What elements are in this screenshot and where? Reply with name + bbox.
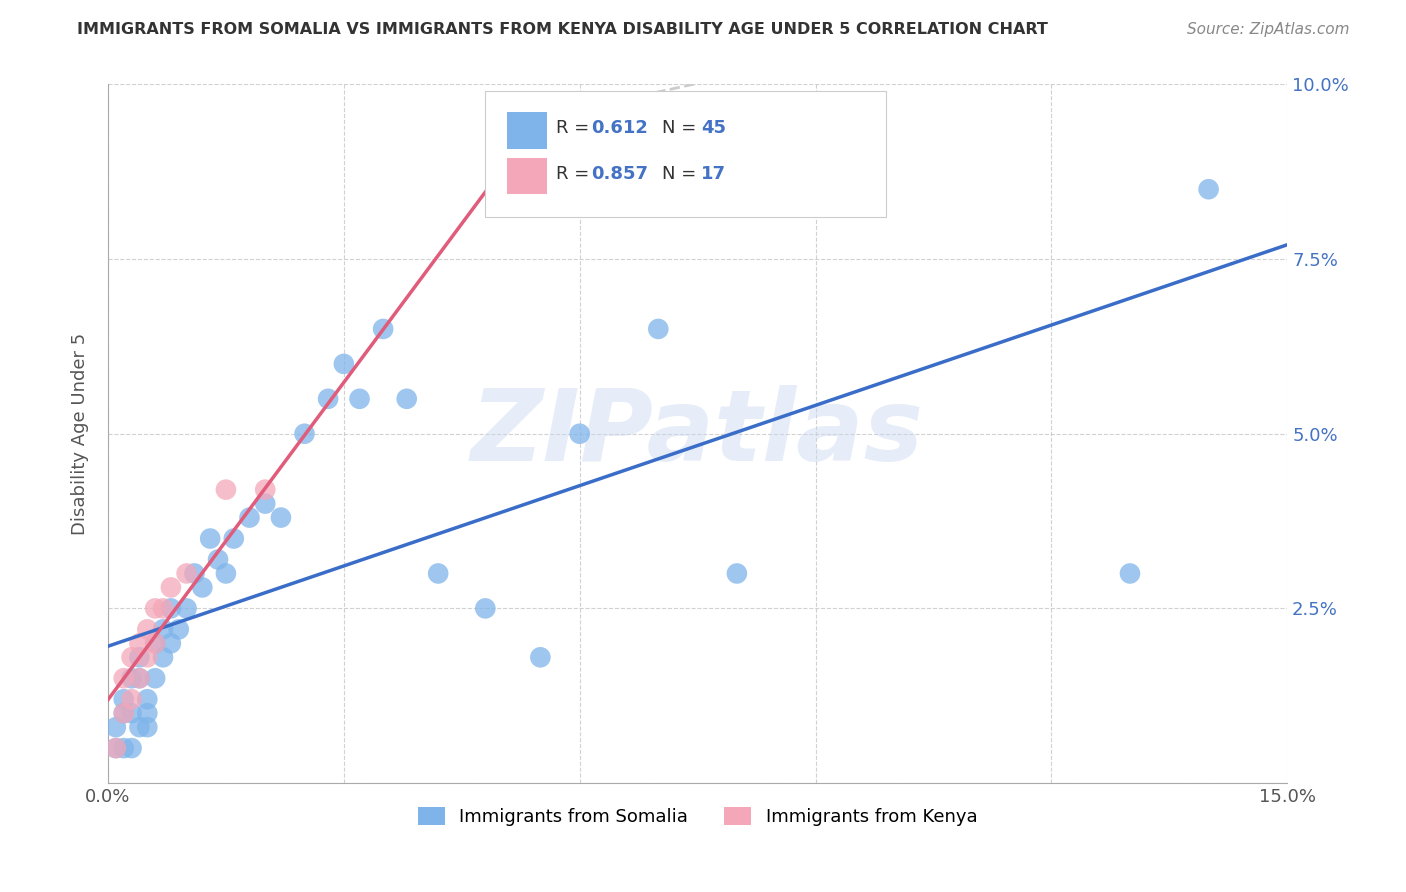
Immigrants from Somalia <box>474 601 496 615</box>
Immigrants from Kenya <box>136 623 159 637</box>
Text: IMMIGRANTS FROM SOMALIA VS IMMIGRANTS FROM KENYA DISABILITY AGE UNDER 5 CORRELAT: IMMIGRANTS FROM SOMALIA VS IMMIGRANTS FR… <box>77 22 1049 37</box>
Immigrants from Somalia <box>152 623 174 637</box>
Text: R =: R = <box>557 120 595 137</box>
Immigrants from Kenya <box>152 601 174 615</box>
Immigrants from Somalia <box>1119 566 1142 581</box>
Immigrants from Kenya <box>128 671 150 685</box>
Immigrants from Kenya <box>529 133 551 147</box>
Immigrants from Somalia <box>160 601 183 615</box>
Immigrants from Somalia <box>121 706 143 721</box>
Immigrants from Somalia <box>136 692 159 706</box>
Y-axis label: Disability Age Under 5: Disability Age Under 5 <box>72 333 89 535</box>
Immigrants from Somalia <box>128 720 150 734</box>
Immigrants from Somalia <box>316 392 339 406</box>
Immigrants from Kenya <box>112 671 135 685</box>
Immigrants from Kenya <box>121 650 143 665</box>
Immigrants from Somalia <box>294 426 316 441</box>
Text: Source: ZipAtlas.com: Source: ZipAtlas.com <box>1187 22 1350 37</box>
Immigrants from Kenya <box>121 692 143 706</box>
Immigrants from Somalia <box>121 741 143 756</box>
Legend: Immigrants from Somalia, Immigrants from Kenya: Immigrants from Somalia, Immigrants from… <box>411 799 984 833</box>
Immigrants from Somalia <box>136 706 159 721</box>
Immigrants from Somalia <box>238 510 260 524</box>
Text: 45: 45 <box>702 120 725 137</box>
Immigrants from Somalia <box>725 566 748 581</box>
FancyBboxPatch shape <box>506 112 547 149</box>
Immigrants from Somalia <box>104 741 127 756</box>
Immigrants from Kenya <box>112 706 135 721</box>
Immigrants from Somalia <box>112 741 135 756</box>
Immigrants from Somalia <box>395 392 418 406</box>
Text: 0.612: 0.612 <box>592 120 648 137</box>
Immigrants from Somalia <box>254 497 277 511</box>
Immigrants from Somalia <box>568 426 591 441</box>
Immigrants from Somalia <box>270 510 292 524</box>
Immigrants from Somalia <box>222 532 245 546</box>
Immigrants from Somalia <box>152 650 174 665</box>
Immigrants from Kenya <box>176 566 198 581</box>
Immigrants from Somalia <box>104 720 127 734</box>
Immigrants from Kenya <box>143 601 166 615</box>
Immigrants from Somalia <box>128 650 150 665</box>
Immigrants from Somalia <box>198 532 221 546</box>
Immigrants from Somalia <box>121 671 143 685</box>
Immigrants from Somalia <box>112 692 135 706</box>
Text: N =: N = <box>662 165 702 183</box>
Immigrants from Somalia <box>112 706 135 721</box>
Immigrants from Kenya <box>136 650 159 665</box>
Immigrants from Somalia <box>529 650 551 665</box>
Immigrants from Somalia <box>647 322 669 336</box>
Immigrants from Somalia <box>333 357 356 371</box>
Immigrants from Kenya <box>104 741 127 756</box>
Text: N =: N = <box>662 120 702 137</box>
Immigrants from Somalia <box>136 720 159 734</box>
Immigrants from Kenya <box>143 636 166 650</box>
Immigrants from Somalia <box>183 566 205 581</box>
Immigrants from Somalia <box>427 566 450 581</box>
Immigrants from Somalia <box>207 552 229 566</box>
Immigrants from Somalia <box>215 566 238 581</box>
Immigrants from Somalia <box>128 671 150 685</box>
Immigrants from Somalia <box>191 581 214 595</box>
Immigrants from Somalia <box>143 671 166 685</box>
Immigrants from Somalia <box>1198 182 1220 196</box>
Immigrants from Kenya <box>160 581 183 595</box>
Text: ZIPatlas: ZIPatlas <box>471 385 924 483</box>
Immigrants from Somalia <box>349 392 371 406</box>
Immigrants from Somalia <box>160 636 183 650</box>
Text: R =: R = <box>557 165 595 183</box>
Immigrants from Kenya <box>254 483 277 497</box>
Immigrants from Somalia <box>373 322 395 336</box>
Text: 0.857: 0.857 <box>592 165 648 183</box>
Immigrants from Somalia <box>167 623 190 637</box>
FancyBboxPatch shape <box>506 158 547 194</box>
Immigrants from Kenya <box>128 636 150 650</box>
Immigrants from Kenya <box>215 483 238 497</box>
Immigrants from Somalia <box>176 601 198 615</box>
FancyBboxPatch shape <box>485 91 886 217</box>
Text: 17: 17 <box>702 165 725 183</box>
Immigrants from Somalia <box>143 636 166 650</box>
